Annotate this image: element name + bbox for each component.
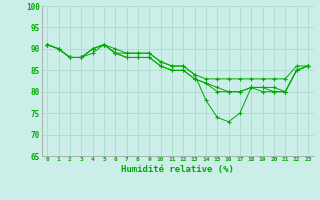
X-axis label: Humidité relative (%): Humidité relative (%)	[121, 165, 234, 174]
